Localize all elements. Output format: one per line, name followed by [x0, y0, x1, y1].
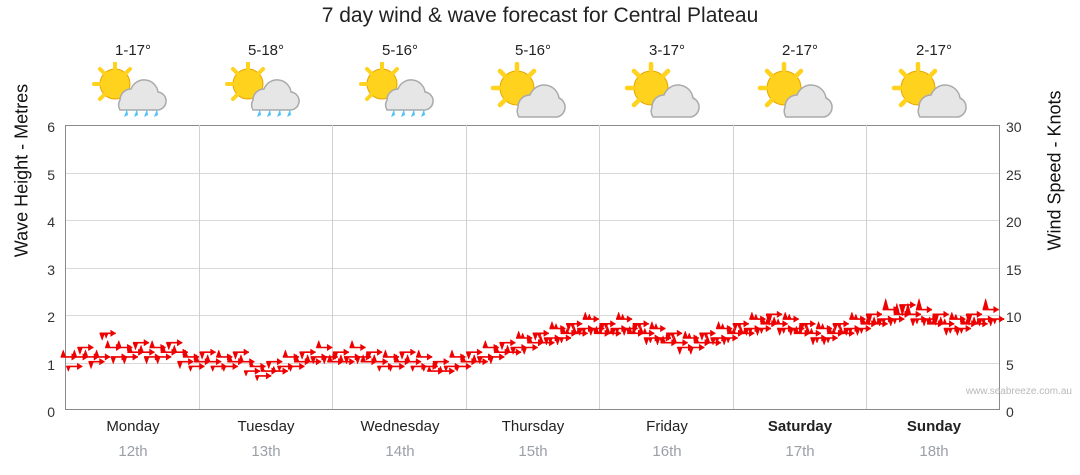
- day-separator: [733, 125, 734, 409]
- day-separator: [866, 125, 867, 409]
- day-date: 12th: [118, 443, 148, 460]
- weather-icon-sun-cloud: [886, 62, 982, 120]
- day-separator: [466, 125, 467, 409]
- y-right-tick: 10: [1006, 309, 1022, 325]
- y-left-tick: 3: [47, 262, 55, 278]
- y-left-tick: 0: [47, 404, 55, 420]
- day-name: Thursday: [501, 418, 565, 435]
- day-date: 14th: [385, 443, 415, 460]
- day-separator: [199, 125, 200, 409]
- y-left-tick: 5: [47, 167, 55, 183]
- y-right-tick: 20: [1006, 214, 1022, 230]
- y-right-tick: 30: [1006, 119, 1022, 135]
- temp-range: 5-18°: [247, 42, 285, 59]
- day-name: Saturday: [767, 418, 833, 435]
- gridline-2: [66, 315, 999, 316]
- y-left-tick: 1: [47, 357, 55, 373]
- day-date: 17th: [785, 443, 815, 460]
- temp-range: 1-17°: [114, 42, 152, 59]
- temp-range: 3-17°: [648, 42, 686, 59]
- day-name: Friday: [646, 418, 688, 435]
- day-name: Monday: [106, 418, 160, 435]
- day-date: 15th: [518, 443, 548, 460]
- y-right-tick: 0: [1006, 404, 1014, 420]
- temp-range: 5-16°: [514, 42, 552, 59]
- y-left-tick: 4: [47, 214, 55, 230]
- weather-icon-sun-cloud-rain: [218, 62, 314, 120]
- plot-top-rule: [65, 125, 1000, 126]
- weather-icon-sun-cloud-rain: [352, 62, 448, 120]
- gridline-1: [66, 362, 999, 364]
- weather-icon-sun-cloud: [485, 62, 581, 120]
- temp-range: 2-17°: [915, 42, 953, 59]
- y-right-tick: 15: [1006, 262, 1022, 278]
- weather-icon-sun-cloud: [619, 62, 715, 120]
- day-date: 18th: [919, 443, 949, 460]
- temp-range: 2-17°: [781, 42, 819, 59]
- watermark: www.seabreeze.com.au: [965, 386, 1072, 397]
- gridline-4: [66, 220, 999, 221]
- plot-area: [65, 125, 1000, 410]
- gridline-3: [66, 267, 999, 269]
- chart-title: 7 day wind & wave forecast for Central P…: [321, 4, 759, 27]
- day-name: Tuesday: [237, 418, 295, 435]
- y-left-tick: 2: [47, 309, 55, 325]
- temp-range: 5-16°: [381, 42, 419, 59]
- day-date: 16th: [652, 443, 682, 460]
- y-right-tick: 5: [1006, 357, 1014, 373]
- day-name: Sunday: [906, 418, 962, 435]
- weather-icon-sun-cloud-rain: [85, 62, 181, 120]
- day-separator: [332, 125, 333, 409]
- weather-icon-sun-cloud: [752, 62, 848, 120]
- day-name: Wednesday: [360, 418, 440, 435]
- y-right-tick: 25: [1006, 167, 1022, 183]
- gridline-5: [66, 172, 999, 174]
- day-separator: [599, 125, 600, 409]
- day-date: 13th: [251, 443, 281, 460]
- y-left-tick: 6: [47, 119, 55, 135]
